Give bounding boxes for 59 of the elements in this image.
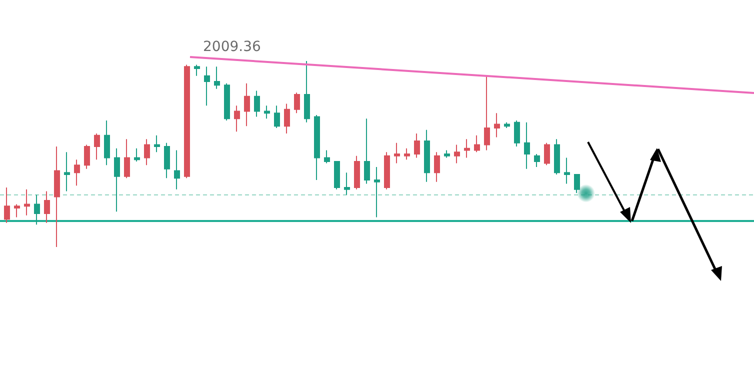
candlestick xyxy=(434,152,440,182)
candlestick xyxy=(564,157,570,184)
candlestick xyxy=(374,166,380,218)
candlestick xyxy=(344,172,350,196)
candlestick xyxy=(334,160,340,190)
candlestick xyxy=(524,122,530,170)
candlestick xyxy=(154,134,160,153)
candlestick xyxy=(404,148,410,160)
candlestick xyxy=(4,186,10,224)
candlestick xyxy=(554,138,560,175)
candlestick xyxy=(294,92,300,114)
candlestick xyxy=(54,146,60,248)
candlestick xyxy=(284,103,290,134)
candlestick xyxy=(384,152,390,190)
candlestick xyxy=(234,105,240,132)
candlestick xyxy=(14,204,20,218)
candlestick xyxy=(104,120,110,166)
candlestick xyxy=(124,138,130,179)
candlestick xyxy=(504,122,510,128)
candlestick xyxy=(514,120,520,148)
candlestick xyxy=(474,134,480,153)
candlestick xyxy=(134,148,140,162)
candlestick xyxy=(194,64,200,76)
candlestick xyxy=(24,188,30,216)
candlestick xyxy=(174,150,180,190)
candlestick xyxy=(274,105,280,128)
candlestick xyxy=(224,82,230,122)
candlestick xyxy=(84,144,90,170)
candlestick xyxy=(534,154,540,168)
candlestick xyxy=(164,142,170,179)
candlestick xyxy=(184,64,190,179)
candlestick xyxy=(44,190,50,224)
candlestick xyxy=(214,66,220,90)
candlestick xyxy=(364,118,370,184)
candlestick xyxy=(424,129,430,182)
candlestick xyxy=(34,194,40,226)
candlestick xyxy=(464,138,470,158)
candlestick xyxy=(254,90,260,118)
candlestick xyxy=(494,112,500,138)
candlestick xyxy=(114,148,120,212)
candlestick xyxy=(324,150,330,164)
candlestick xyxy=(354,155,360,190)
candlestick xyxy=(144,138,150,166)
candlestick xyxy=(304,60,310,123)
candlestick xyxy=(94,133,100,160)
candlestick xyxy=(454,144,460,164)
candlestick xyxy=(64,152,70,192)
candlestick xyxy=(244,82,250,127)
candlestick xyxy=(394,142,400,164)
candlestick xyxy=(544,142,550,166)
candlestick xyxy=(314,114,320,181)
text: 2009.36 xyxy=(203,39,261,55)
candlestick xyxy=(204,66,210,106)
candlestick xyxy=(444,150,450,158)
candlestick xyxy=(574,174,580,194)
candlestick xyxy=(484,75,490,151)
candlestick xyxy=(264,105,270,120)
candlestick xyxy=(414,133,420,158)
candlestick xyxy=(74,159,80,186)
